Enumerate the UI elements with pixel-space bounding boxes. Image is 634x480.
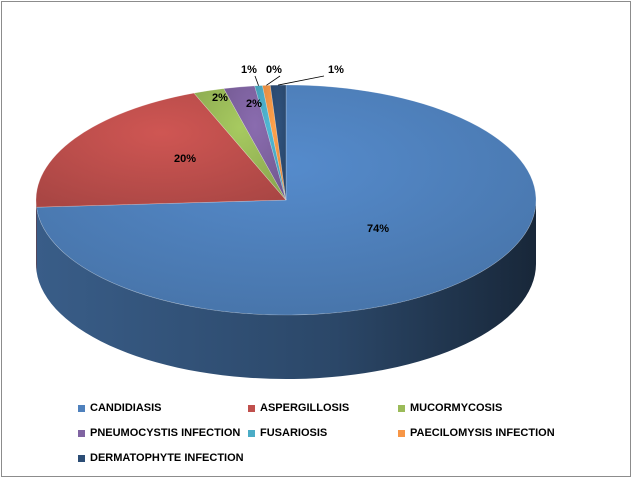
pie-data-labels: 74% 20% 2% 2% 1% 0% 1% xyxy=(174,64,389,235)
legend-label: PAECILOMYSIS INFECTION xyxy=(410,427,555,439)
data-label-candidiasis: 74% xyxy=(367,223,389,235)
pie-slice-candidiasis xyxy=(36,84,537,316)
pie-top-faces xyxy=(35,84,537,316)
legend-swatch xyxy=(78,429,85,437)
pie-side-candidiasis xyxy=(36,200,536,379)
legend-label: MUCORMYCOSIS xyxy=(410,402,503,414)
pie-slice-fusariosis xyxy=(254,85,287,201)
legend-item-fusariosis: FUSARIOSIS xyxy=(248,427,327,439)
pie-slice-paecilomysis-infection xyxy=(262,84,287,201)
legend-swatch xyxy=(398,429,405,437)
legend-swatch xyxy=(78,404,85,412)
legend-swatch xyxy=(78,454,85,462)
data-label-mucormycosis: 2% xyxy=(212,92,228,104)
legend-label: ASPERGILLOSIS xyxy=(260,402,350,414)
legend-item-mucormycosis: MUCORMYCOSIS xyxy=(398,402,502,414)
legend-label: CANDIDIASIS xyxy=(90,402,162,414)
data-label-pneumocystis-infection: 2% xyxy=(246,98,262,110)
legend-item-paecilomysis-infection: PAECILOMYSIS INFECTION xyxy=(398,427,555,439)
legend-swatch xyxy=(398,404,405,412)
legend-item-dermatophyte-infection: DERMATOPHYTE INFECTION xyxy=(78,452,244,464)
data-label-fusariosis: 1% xyxy=(241,64,257,76)
leader-line-fusariosis xyxy=(254,75,259,86)
pie-slice-pneumocystis-infection xyxy=(223,85,287,201)
pie-slice-dermatophyte-infection xyxy=(269,84,287,201)
legend-item-aspergillosis: ASPERGILLOSIS xyxy=(248,402,349,414)
pie-slice-mucormycosis xyxy=(193,88,287,201)
leader-line-paecilomysis-infection xyxy=(266,75,281,86)
chart-legend: CANDIDIASIS ASPERGILLOSIS MUCORMYCOSIS PNEU… xyxy=(78,402,598,474)
data-label-dermatophyte-infection: 1% xyxy=(328,64,344,76)
legend-item-candidiasis: CANDIDIASIS xyxy=(78,402,162,414)
legend-item-pneumocystis-infection: PNEUMOCYSTIS INFECTION xyxy=(78,427,240,439)
legend-swatch xyxy=(248,429,255,437)
pie-slice-aspergillosis xyxy=(35,92,287,208)
legend-label: DERMATOPHYTE INFECTION xyxy=(90,452,244,464)
legend-swatch xyxy=(248,404,255,412)
pie-side-walls xyxy=(36,200,536,379)
data-label-aspergillosis: 20% xyxy=(174,153,196,165)
legend-label: FUSARIOSIS xyxy=(260,427,328,439)
legend-label: PNEUMOCYSTIS INFECTION xyxy=(90,427,241,439)
data-label-paecilomysis-infection: 0% xyxy=(266,64,282,76)
pie-chart: 74% 20% 2% 2% 1% 0% 1% xyxy=(35,64,537,379)
leader-line-dermatophyte-infection xyxy=(278,75,325,86)
